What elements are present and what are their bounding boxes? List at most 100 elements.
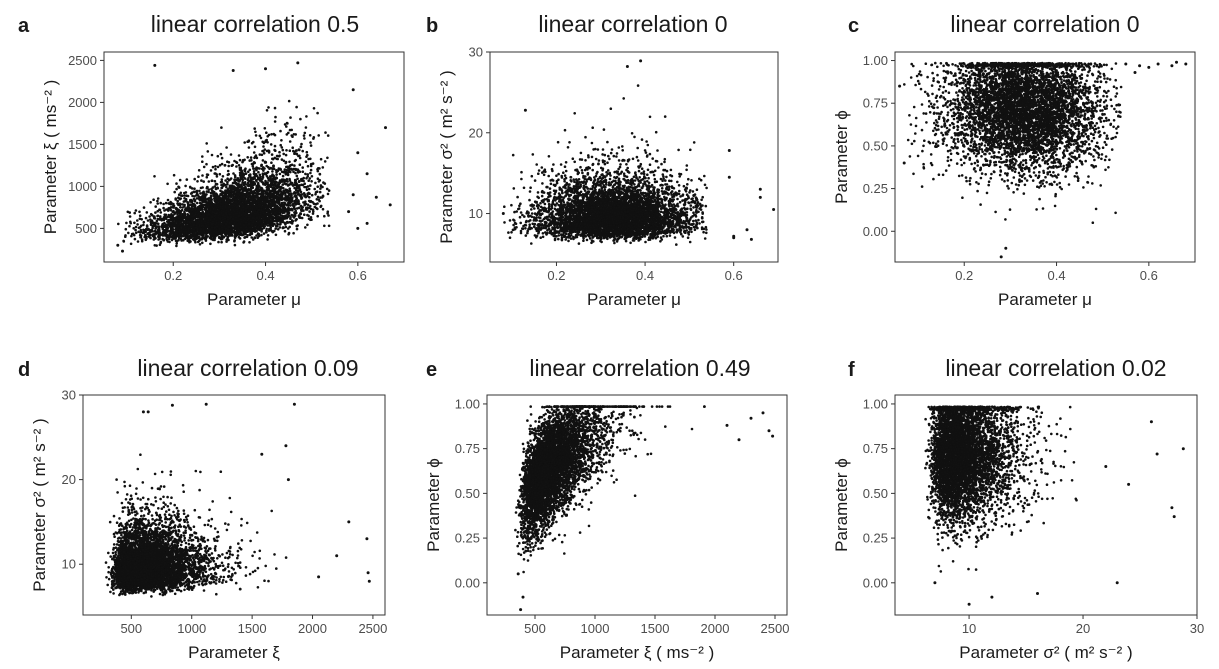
data-point	[190, 192, 193, 195]
data-point	[308, 210, 311, 213]
data-point	[287, 227, 290, 230]
data-point	[251, 163, 254, 166]
data-point	[179, 212, 182, 215]
data-point	[279, 130, 282, 133]
data-point	[274, 145, 277, 148]
data-point	[166, 239, 169, 242]
data-point	[203, 166, 206, 169]
data-point	[139, 214, 142, 217]
data-point	[222, 175, 225, 178]
data-point	[307, 158, 310, 161]
data-point	[201, 155, 204, 158]
data-point	[323, 215, 326, 218]
data-point	[284, 230, 287, 233]
data-point	[163, 234, 166, 237]
data-point	[307, 165, 310, 168]
data-point	[130, 235, 133, 238]
data-point	[239, 159, 242, 162]
data-point	[220, 126, 223, 129]
data-point	[272, 164, 275, 167]
data-point	[177, 197, 180, 200]
data-point	[238, 154, 241, 157]
data-point	[320, 205, 323, 208]
data-point	[312, 137, 315, 140]
data-point	[179, 204, 182, 207]
data-point	[296, 228, 299, 231]
data-point	[255, 169, 258, 172]
data-point	[265, 172, 268, 175]
data-point	[276, 155, 279, 158]
data-point	[199, 192, 202, 195]
data-point	[322, 208, 325, 211]
data-point	[127, 232, 130, 235]
data-point	[285, 149, 288, 152]
data-point	[324, 131, 327, 134]
data-point	[162, 207, 165, 210]
data-point	[208, 180, 211, 183]
data-point	[265, 131, 268, 134]
data-point	[247, 198, 250, 201]
data-point	[288, 232, 291, 235]
data-point	[125, 222, 128, 225]
data-point	[324, 160, 327, 163]
data-point	[300, 146, 303, 149]
data-point	[197, 175, 200, 178]
data-point	[179, 179, 182, 182]
data-point	[306, 188, 309, 191]
data-point	[200, 179, 203, 182]
data-point	[211, 154, 214, 157]
data-point	[176, 202, 179, 205]
data-point	[313, 188, 316, 191]
data-point	[268, 224, 271, 227]
data-point	[262, 159, 265, 162]
data-point	[213, 172, 216, 175]
data-point	[254, 146, 257, 149]
data-point	[309, 184, 312, 187]
points-a	[116, 61, 391, 252]
data-point	[157, 223, 160, 226]
data-point	[141, 240, 144, 243]
data-point	[256, 157, 259, 160]
data-point	[278, 151, 281, 154]
data-point	[173, 174, 176, 177]
data-point	[230, 153, 233, 156]
data-point	[143, 221, 146, 224]
data-point	[288, 187, 291, 190]
data-point	[255, 154, 258, 157]
data-point	[266, 109, 269, 112]
data-point	[134, 229, 137, 232]
data-point	[189, 186, 192, 189]
data-point	[175, 182, 178, 185]
data-point	[275, 234, 278, 237]
data-point	[128, 225, 131, 228]
data-point	[214, 165, 217, 168]
data-point	[272, 184, 275, 187]
data-point	[166, 224, 169, 227]
data-point	[155, 244, 158, 247]
data-point	[205, 142, 208, 145]
data-point	[271, 153, 274, 156]
data-point	[316, 202, 319, 205]
data-point	[284, 123, 287, 126]
data-point	[180, 192, 183, 195]
data-point	[270, 133, 273, 136]
data-point	[277, 228, 280, 231]
data-point	[320, 158, 323, 161]
data-point	[173, 191, 176, 194]
data-point	[184, 238, 187, 241]
data-point	[143, 236, 146, 239]
data-point	[271, 211, 274, 214]
data-point	[206, 190, 209, 193]
data-point	[253, 170, 256, 173]
data-point	[179, 206, 182, 209]
data-point	[196, 180, 199, 183]
data-point	[196, 202, 199, 205]
data-point	[201, 174, 204, 177]
data-point	[263, 232, 266, 235]
data-point	[147, 219, 150, 222]
data-point	[236, 161, 239, 164]
data-point	[297, 187, 300, 190]
data-point	[152, 198, 155, 201]
data-point	[156, 202, 159, 205]
data-point	[288, 161, 291, 164]
